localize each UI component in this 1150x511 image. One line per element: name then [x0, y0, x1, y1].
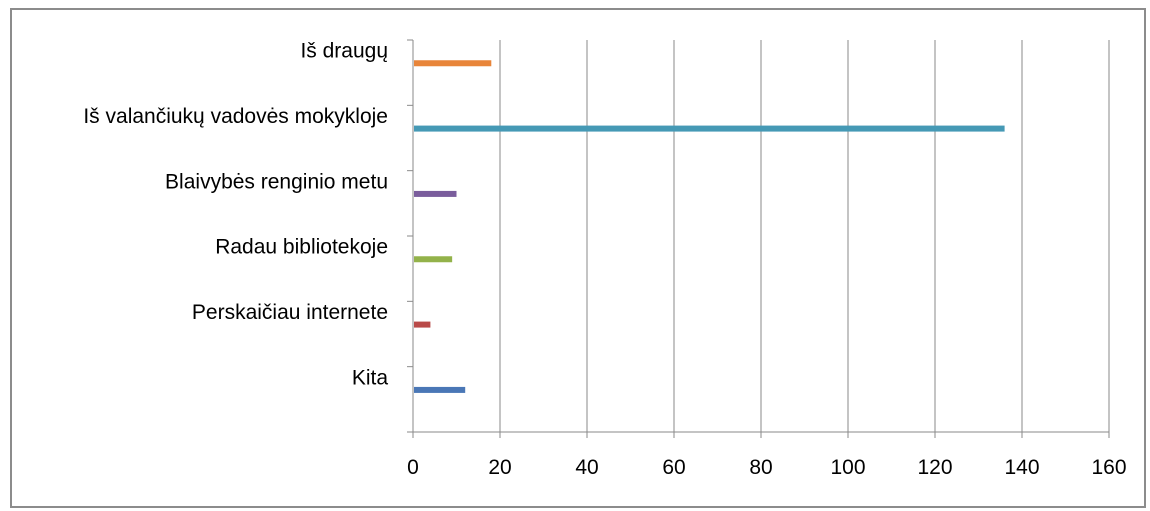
- bar-4: [414, 256, 453, 263]
- bar-2: [414, 125, 1005, 132]
- x-tick-label: 40: [575, 456, 598, 479]
- category-label: Iš valančiukų vadovės mokykloje: [83, 105, 388, 128]
- x-tick-label: 120: [917, 456, 952, 479]
- chart-frame: [10, 8, 1146, 508]
- category-label: Iš draugų: [300, 40, 388, 63]
- x-tick-label: 20: [488, 456, 511, 479]
- category-label: Perskaičiau internete: [192, 301, 388, 324]
- x-tick-label: 0: [407, 456, 419, 479]
- bar-3: [414, 190, 457, 197]
- x-tick-label: 140: [1004, 456, 1039, 479]
- bar-5: [414, 321, 431, 328]
- bar-1: [414, 60, 492, 67]
- x-tick-label: 80: [749, 456, 772, 479]
- category-label: Radau bibliotekoje: [215, 236, 388, 259]
- category-label: Blaivybės renginio metu: [165, 170, 388, 193]
- x-tick-label: 60: [662, 456, 685, 479]
- x-tick-label: 100: [830, 456, 865, 479]
- bar-6: [414, 386, 466, 393]
- category-label: Kita: [352, 366, 389, 389]
- x-tick-label: 160: [1091, 456, 1126, 479]
